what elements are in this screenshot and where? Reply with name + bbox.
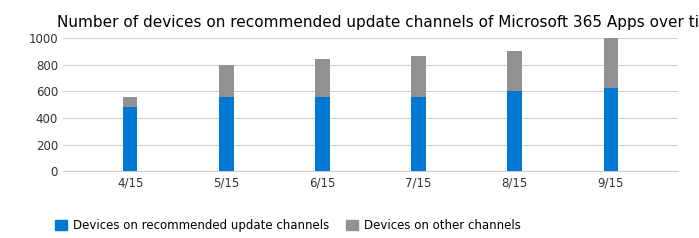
Bar <box>123 97 138 107</box>
Bar <box>507 51 522 91</box>
Bar <box>315 97 330 171</box>
Bar <box>603 88 618 171</box>
Text: Number of devices on recommended update channels of Microsoft 365 Apps over time: Number of devices on recommended update … <box>57 15 699 30</box>
Bar <box>219 65 233 97</box>
Bar <box>411 97 426 171</box>
Bar <box>123 107 138 171</box>
Bar <box>603 38 618 88</box>
Bar <box>507 91 522 171</box>
Bar <box>315 59 330 97</box>
Bar <box>411 56 426 97</box>
Legend: Devices on recommended update channels, Devices on other channels: Devices on recommended update channels, … <box>55 219 521 232</box>
Bar <box>219 97 233 171</box>
